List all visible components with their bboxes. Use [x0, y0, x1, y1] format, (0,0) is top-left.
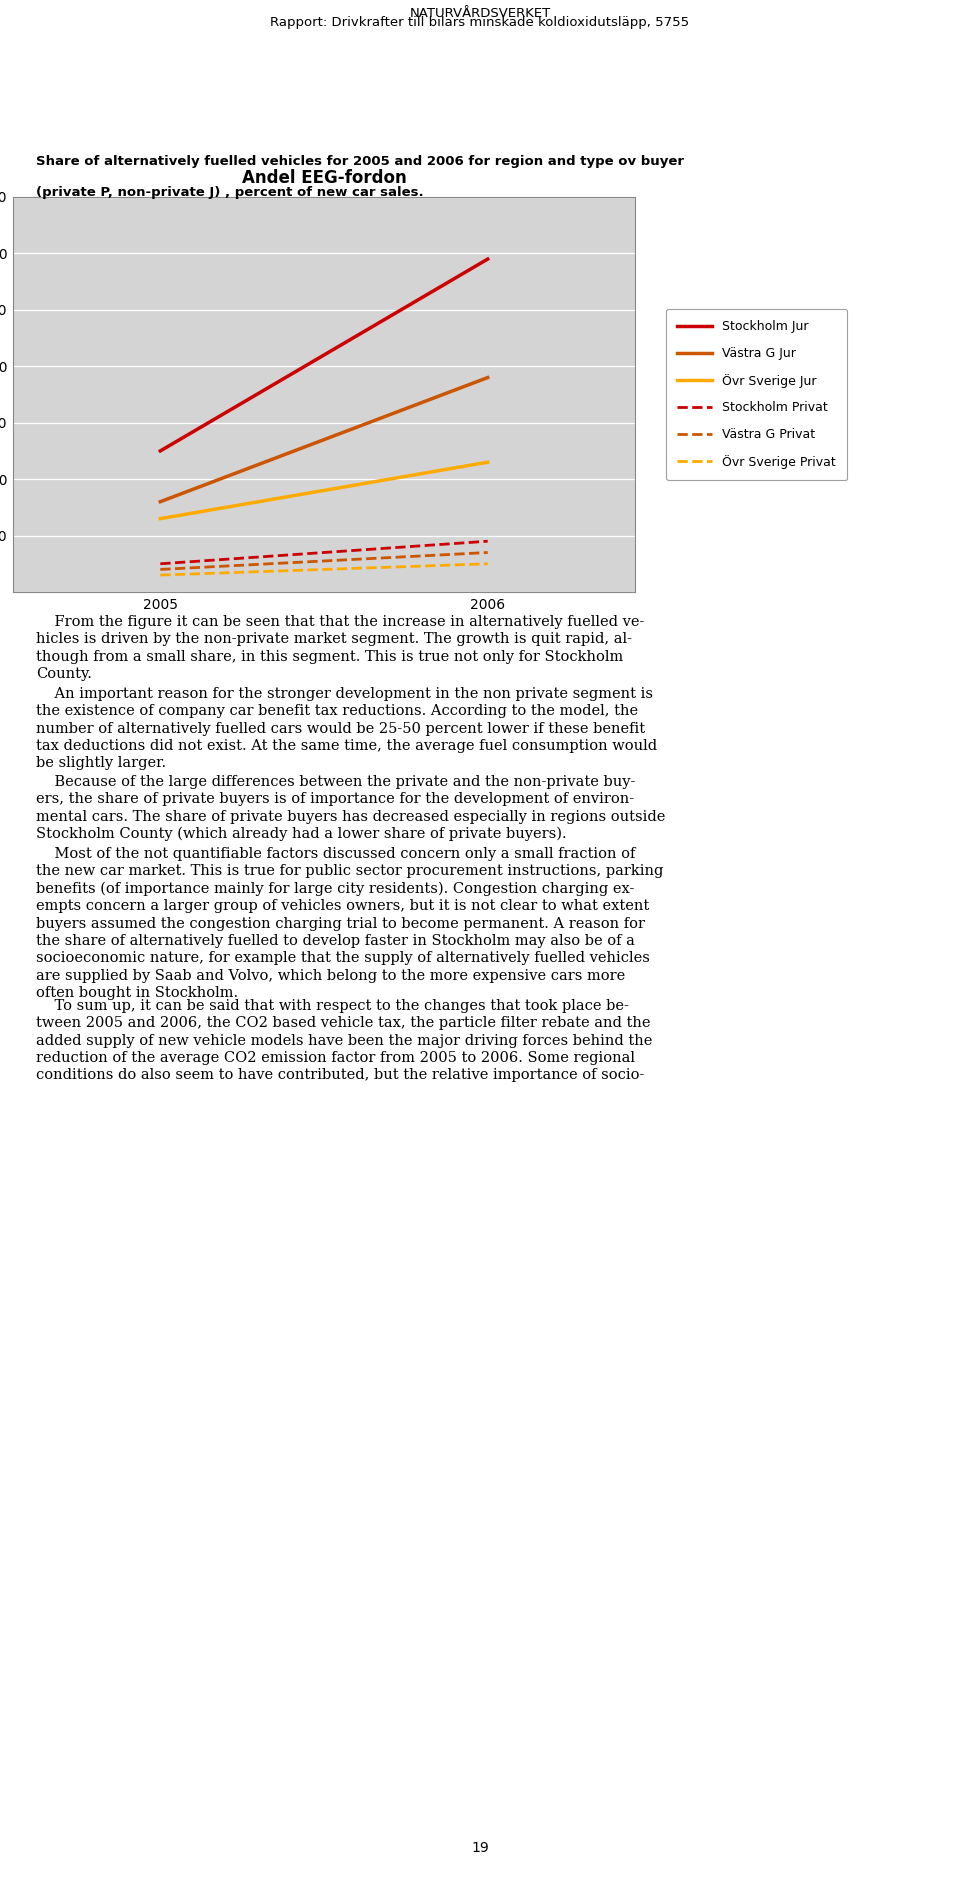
Text: (private P, non-private J) , percent of new car sales.: (private P, non-private J) , percent of …	[36, 186, 424, 199]
Text: 19: 19	[471, 1842, 489, 1855]
Text: To sum up, it can be said that with respect to the changes that took place be-
t: To sum up, it can be said that with resp…	[36, 999, 653, 1082]
Text: From the figure it can be seen that that the increase in alternatively fuelled v: From the figure it can be seen that that…	[36, 614, 645, 682]
Text: Most of the not quantifiable factors discussed concern only a small fraction of
: Most of the not quantifiable factors dis…	[36, 847, 664, 999]
Title: Andel EEG-fordon: Andel EEG-fordon	[242, 169, 406, 188]
Text: NATURVÅRDSVERKET: NATURVÅRDSVERKET	[409, 6, 551, 19]
Text: An important reason for the stronger development in the non private segment is
t: An important reason for the stronger dev…	[36, 687, 658, 770]
Legend: Stockholm Jur, Västra G Jur, Övr Sverige Jur, Stockholm Privat, Västra G Privat,: Stockholm Jur, Västra G Jur, Övr Sverige…	[666, 308, 848, 481]
Text: Rapport: Drivkrafter till bilars minskade koldioxidutsläpp, 5755: Rapport: Drivkrafter till bilars minskad…	[271, 15, 689, 28]
Text: Share of alternatively fuelled vehicles for 2005 and 2006 for region and type ov: Share of alternatively fuelled vehicles …	[36, 156, 684, 167]
Text: Because of the large differences between the private and the non-private buy-
er: Because of the large differences between…	[36, 776, 666, 841]
